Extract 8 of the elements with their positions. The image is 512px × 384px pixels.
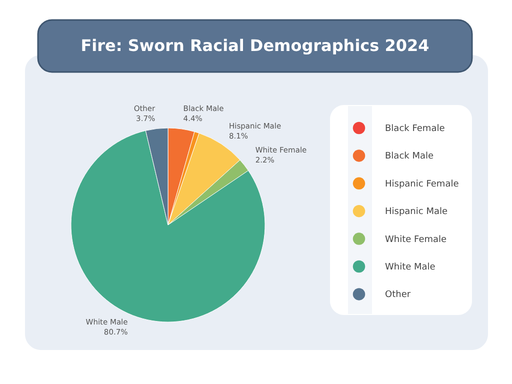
legend-label: White Female [385,234,448,245]
legend-label: Hispanic Male [385,207,448,218]
chart-title: Fire: Sworn Racial Demographics 2024 [80,36,430,55]
legend-label: Black Female [385,124,446,134]
legend-label: Other [385,290,411,300]
legend-label: Hispanic Female [385,179,460,190]
legend-label: White Male [385,262,436,272]
legend-label: Black Male [385,152,434,162]
